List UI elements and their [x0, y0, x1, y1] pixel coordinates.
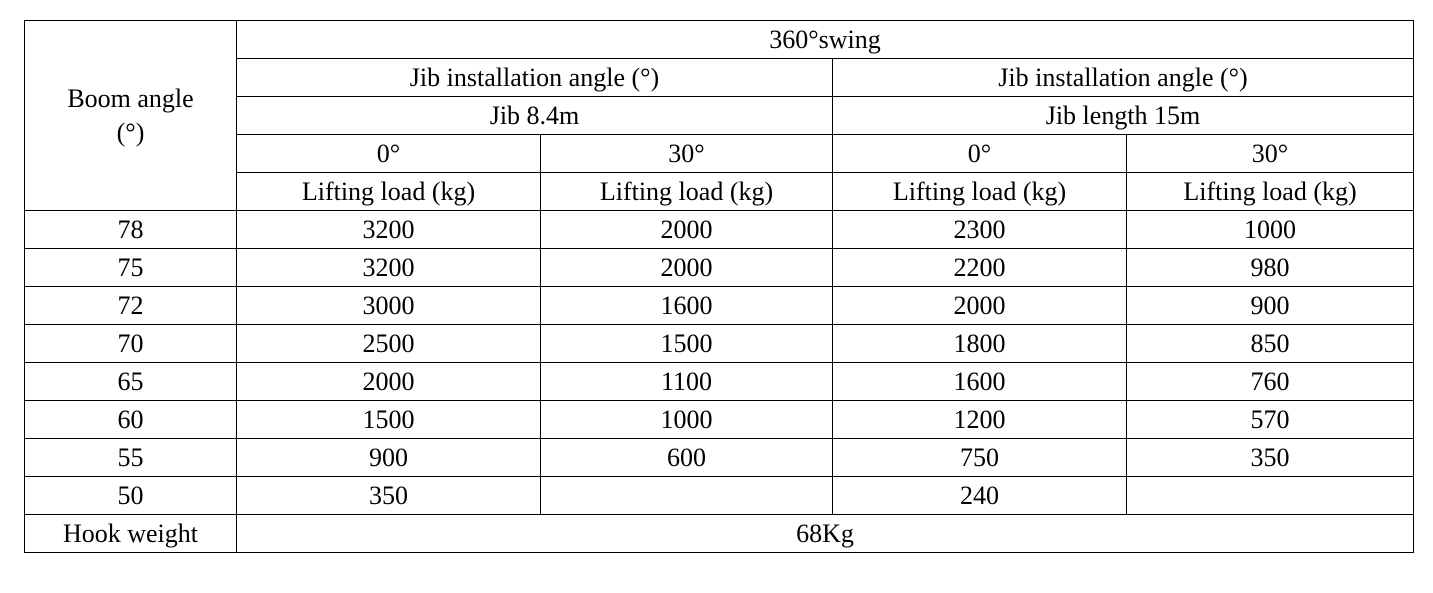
load-cell: 600 [540, 438, 833, 477]
jib-installation-angle-header-2: Jib installation angle (°) [831, 58, 1415, 97]
load-cell: 1000 [540, 400, 833, 439]
table-row: 75 3200 2000 2200 980 [24, 248, 1415, 287]
lifting-load-header: Lifting load (kg) [1125, 172, 1415, 211]
load-cell: 1800 [832, 324, 1127, 363]
load-cell: 980 [1125, 248, 1415, 287]
load-cell: 2000 [236, 362, 541, 401]
load-cell: 2200 [832, 248, 1127, 287]
load-cell: 1600 [832, 362, 1127, 401]
header-row-angles: 0° 30° 0° 30° [25, 134, 1415, 173]
load-cell: 2000 [540, 210, 833, 249]
boom-angle-cell: 70 [24, 324, 237, 363]
header-row-swing: Boom angle (°) 360°swing [24, 20, 1415, 211]
load-cell: 2000 [540, 248, 833, 287]
swing-header: 360°swing [235, 20, 1415, 59]
load-cell: 2300 [832, 210, 1127, 249]
angle-header: 0° [832, 134, 1127, 173]
load-cell: 3200 [236, 248, 541, 287]
table-row: 70 2500 1500 1800 850 [24, 324, 1415, 363]
boom-angle-unit: (°) [116, 117, 145, 147]
load-cell: 1500 [540, 324, 833, 363]
lifting-load-table: Boom angle (°) 360°swing Jib installatio… [24, 20, 1415, 553]
load-cell: 1100 [540, 362, 833, 401]
load-cell: 2000 [832, 286, 1127, 325]
load-cell: 2500 [236, 324, 541, 363]
table-row: 60 1500 1000 1200 570 [24, 400, 1415, 439]
angle-header: 30° [1125, 134, 1415, 173]
load-cell: 1000 [1125, 210, 1415, 249]
boom-angle-cell: 75 [24, 248, 237, 287]
load-cell: 900 [236, 438, 541, 477]
boom-angle-label: Boom angle [67, 83, 194, 113]
load-cell: 1200 [832, 400, 1127, 439]
table-row: 72 3000 1600 2000 900 [24, 286, 1415, 325]
boom-angle-cell: 72 [24, 286, 237, 325]
hook-weight-row: Hook weight 68Kg [24, 514, 1415, 553]
table-row: 50 350 240 [24, 476, 1415, 515]
table-row: 55 900 600 750 350 [24, 438, 1415, 477]
header-row-installation: Jib installation angle (°) Jib installat… [25, 58, 1415, 97]
hook-weight-value: 68Kg [235, 514, 1415, 553]
angle-header: 30° [540, 134, 833, 173]
boom-angle-cell: 78 [24, 210, 237, 249]
load-cell: 1500 [236, 400, 541, 439]
load-cell: 1600 [540, 286, 833, 325]
jib-installation-angle-header-1: Jib installation angle (°) [236, 58, 833, 97]
lifting-load-header: Lifting load (kg) [540, 172, 833, 211]
load-cell: 850 [1125, 324, 1415, 363]
load-cell [1125, 476, 1415, 515]
load-cell: 570 [1125, 400, 1415, 439]
boom-angle-header: Boom angle (°) [24, 20, 237, 211]
header-row-lifting-load: Lifting load (kg) Lifting load (kg) Lift… [25, 172, 1415, 211]
hook-weight-label: Hook weight [24, 514, 237, 553]
lifting-load-header: Lifting load (kg) [832, 172, 1127, 211]
boom-angle-cell: 50 [24, 476, 237, 515]
jib-length-header-2: Jib length 15m [831, 96, 1415, 135]
load-cell: 350 [236, 476, 541, 515]
lifting-load-header: Lifting load (kg) [236, 172, 541, 211]
angle-header: 0° [236, 134, 541, 173]
load-cell: 760 [1125, 362, 1415, 401]
boom-angle-cell: 65 [24, 362, 237, 401]
load-cell: 3000 [236, 286, 541, 325]
load-cell: 240 [832, 476, 1127, 515]
load-cell: 900 [1125, 286, 1415, 325]
load-cell [540, 476, 833, 515]
table-row: 78 3200 2000 2300 1000 [24, 210, 1415, 249]
jib-length-header-1: Jib 8.4m [236, 96, 833, 135]
table-row: 65 2000 1100 1600 760 [24, 362, 1415, 401]
load-cell: 3200 [236, 210, 541, 249]
load-cell: 350 [1125, 438, 1415, 477]
load-cell: 750 [832, 438, 1127, 477]
boom-angle-cell: 55 [24, 438, 237, 477]
boom-angle-cell: 60 [24, 400, 237, 439]
